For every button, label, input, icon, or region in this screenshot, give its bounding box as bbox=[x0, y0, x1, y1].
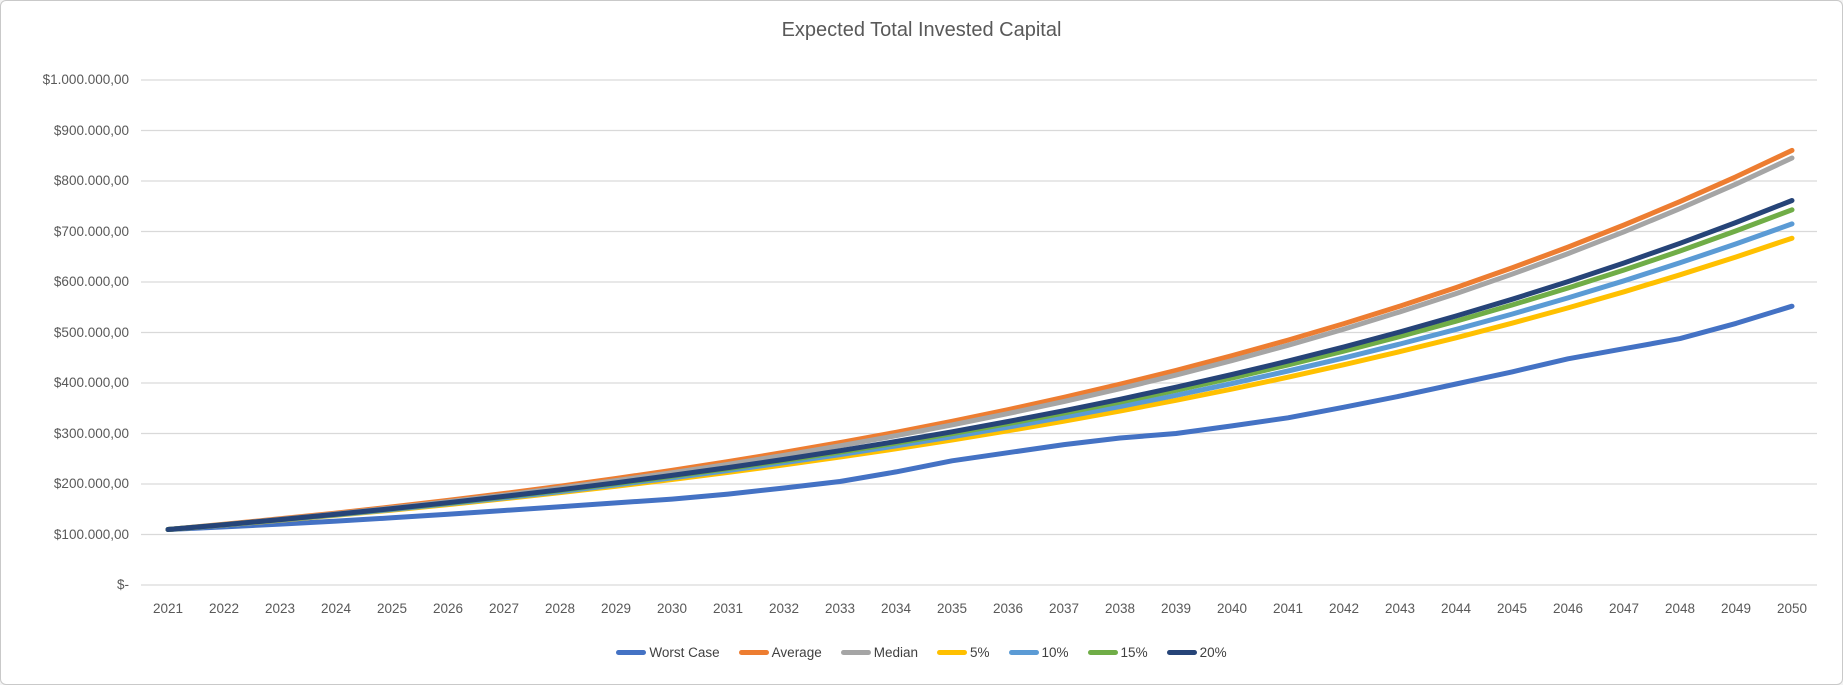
legend-label: 5% bbox=[970, 645, 990, 660]
series-line-median bbox=[165, 155, 1795, 532]
x-axis-label: 2023 bbox=[264, 601, 296, 616]
x-axis-label: 2035 bbox=[936, 601, 968, 616]
x-axis-label: 2031 bbox=[712, 601, 744, 616]
y-axis-label: $300.000,00 bbox=[53, 425, 129, 441]
legend-label: Worst Case bbox=[649, 645, 720, 660]
y-axis-label: $200.000,00 bbox=[53, 476, 129, 491]
legend-swatch-15pct bbox=[1087, 650, 1118, 655]
x-axis-label: 2038 bbox=[1104, 601, 1136, 616]
x-axis-label: 2042 bbox=[1328, 601, 1360, 616]
y-axis-label: $- bbox=[116, 577, 129, 592]
x-axis-label: 2022 bbox=[208, 601, 240, 616]
x-axis-label: 2032 bbox=[768, 601, 800, 616]
legend-item-10pct: 10% bbox=[1008, 645, 1069, 660]
y-axis-label: $500.000,00 bbox=[53, 324, 129, 340]
x-axis-label: 2025 bbox=[376, 601, 408, 616]
y-axis-label: $700.000,00 bbox=[53, 223, 129, 239]
legend-swatch-median bbox=[840, 650, 871, 655]
x-axis-label: 2021 bbox=[152, 601, 184, 616]
chart-title: Expected Total Invested Capital bbox=[781, 19, 1062, 41]
x-axis-label: 2037 bbox=[1048, 601, 1080, 616]
x-axis-label: 2049 bbox=[1720, 601, 1752, 616]
x-axis-label: 2047 bbox=[1608, 601, 1640, 616]
legend-swatch-average bbox=[738, 650, 769, 655]
x-axis-label: 2046 bbox=[1552, 601, 1584, 616]
x-axis-label: 2039 bbox=[1160, 601, 1192, 616]
series-line-15pct bbox=[165, 207, 1795, 532]
legend-label: 20% bbox=[1199, 645, 1227, 660]
x-axis-label: 2045 bbox=[1496, 601, 1528, 616]
y-axis-label: $400.000,00 bbox=[53, 375, 129, 390]
x-axis-label: 2024 bbox=[320, 601, 352, 616]
x-axis-label: 2027 bbox=[488, 601, 520, 616]
legend-swatch-5pct bbox=[937, 650, 967, 655]
legend-swatch-worst-case bbox=[616, 650, 647, 655]
legend-item-median: Median bbox=[840, 645, 918, 660]
legend: Worst Case Average Median 5% 10% 15% 20% bbox=[1, 645, 1842, 660]
y-axis-label: $1.000.000,00 bbox=[42, 72, 129, 87]
y-axis-label: $900.000,00 bbox=[53, 122, 129, 138]
x-axis-label: 2030 bbox=[656, 601, 688, 616]
x-axis-label: 2043 bbox=[1384, 601, 1416, 616]
legend-swatch-10pct bbox=[1008, 650, 1039, 655]
legend-item-average: Average bbox=[738, 645, 822, 660]
series-line-20pct bbox=[165, 198, 1795, 532]
series-line-worst-case bbox=[165, 303, 1795, 532]
legend-label: Average bbox=[771, 645, 822, 660]
legend-item-15pct: 15% bbox=[1087, 645, 1148, 660]
x-axis-label: 2041 bbox=[1272, 601, 1304, 616]
x-axis-label: 2048 bbox=[1664, 601, 1696, 616]
x-axis-label: 2034 bbox=[880, 601, 912, 616]
legend-item-20pct: 20% bbox=[1166, 645, 1227, 660]
x-axis-label: 2040 bbox=[1216, 601, 1248, 616]
legend-label: 10% bbox=[1041, 645, 1069, 660]
legend-item-worst-case: Worst Case bbox=[616, 645, 720, 660]
x-axis-label: 2044 bbox=[1440, 601, 1472, 616]
y-axis-label: $600.000,00 bbox=[53, 274, 129, 289]
legend-item-5pct: 5% bbox=[937, 645, 990, 660]
y-axis-label: $800.000,00 bbox=[53, 173, 129, 188]
x-axis-label: 2036 bbox=[992, 601, 1024, 616]
y-axis-label: $100.000,00 bbox=[53, 526, 129, 542]
x-axis-label: 2028 bbox=[544, 601, 576, 616]
legend-label: Median bbox=[873, 645, 918, 660]
legend-swatch-20pct bbox=[1166, 650, 1197, 655]
legend-label: 15% bbox=[1120, 645, 1148, 660]
x-axis-label: 2029 bbox=[600, 601, 632, 616]
x-axis-label: 2033 bbox=[824, 601, 856, 616]
x-axis-label: 2050 bbox=[1776, 601, 1808, 616]
x-axis-label: 2026 bbox=[432, 601, 464, 616]
series-line-average bbox=[165, 147, 1795, 532]
